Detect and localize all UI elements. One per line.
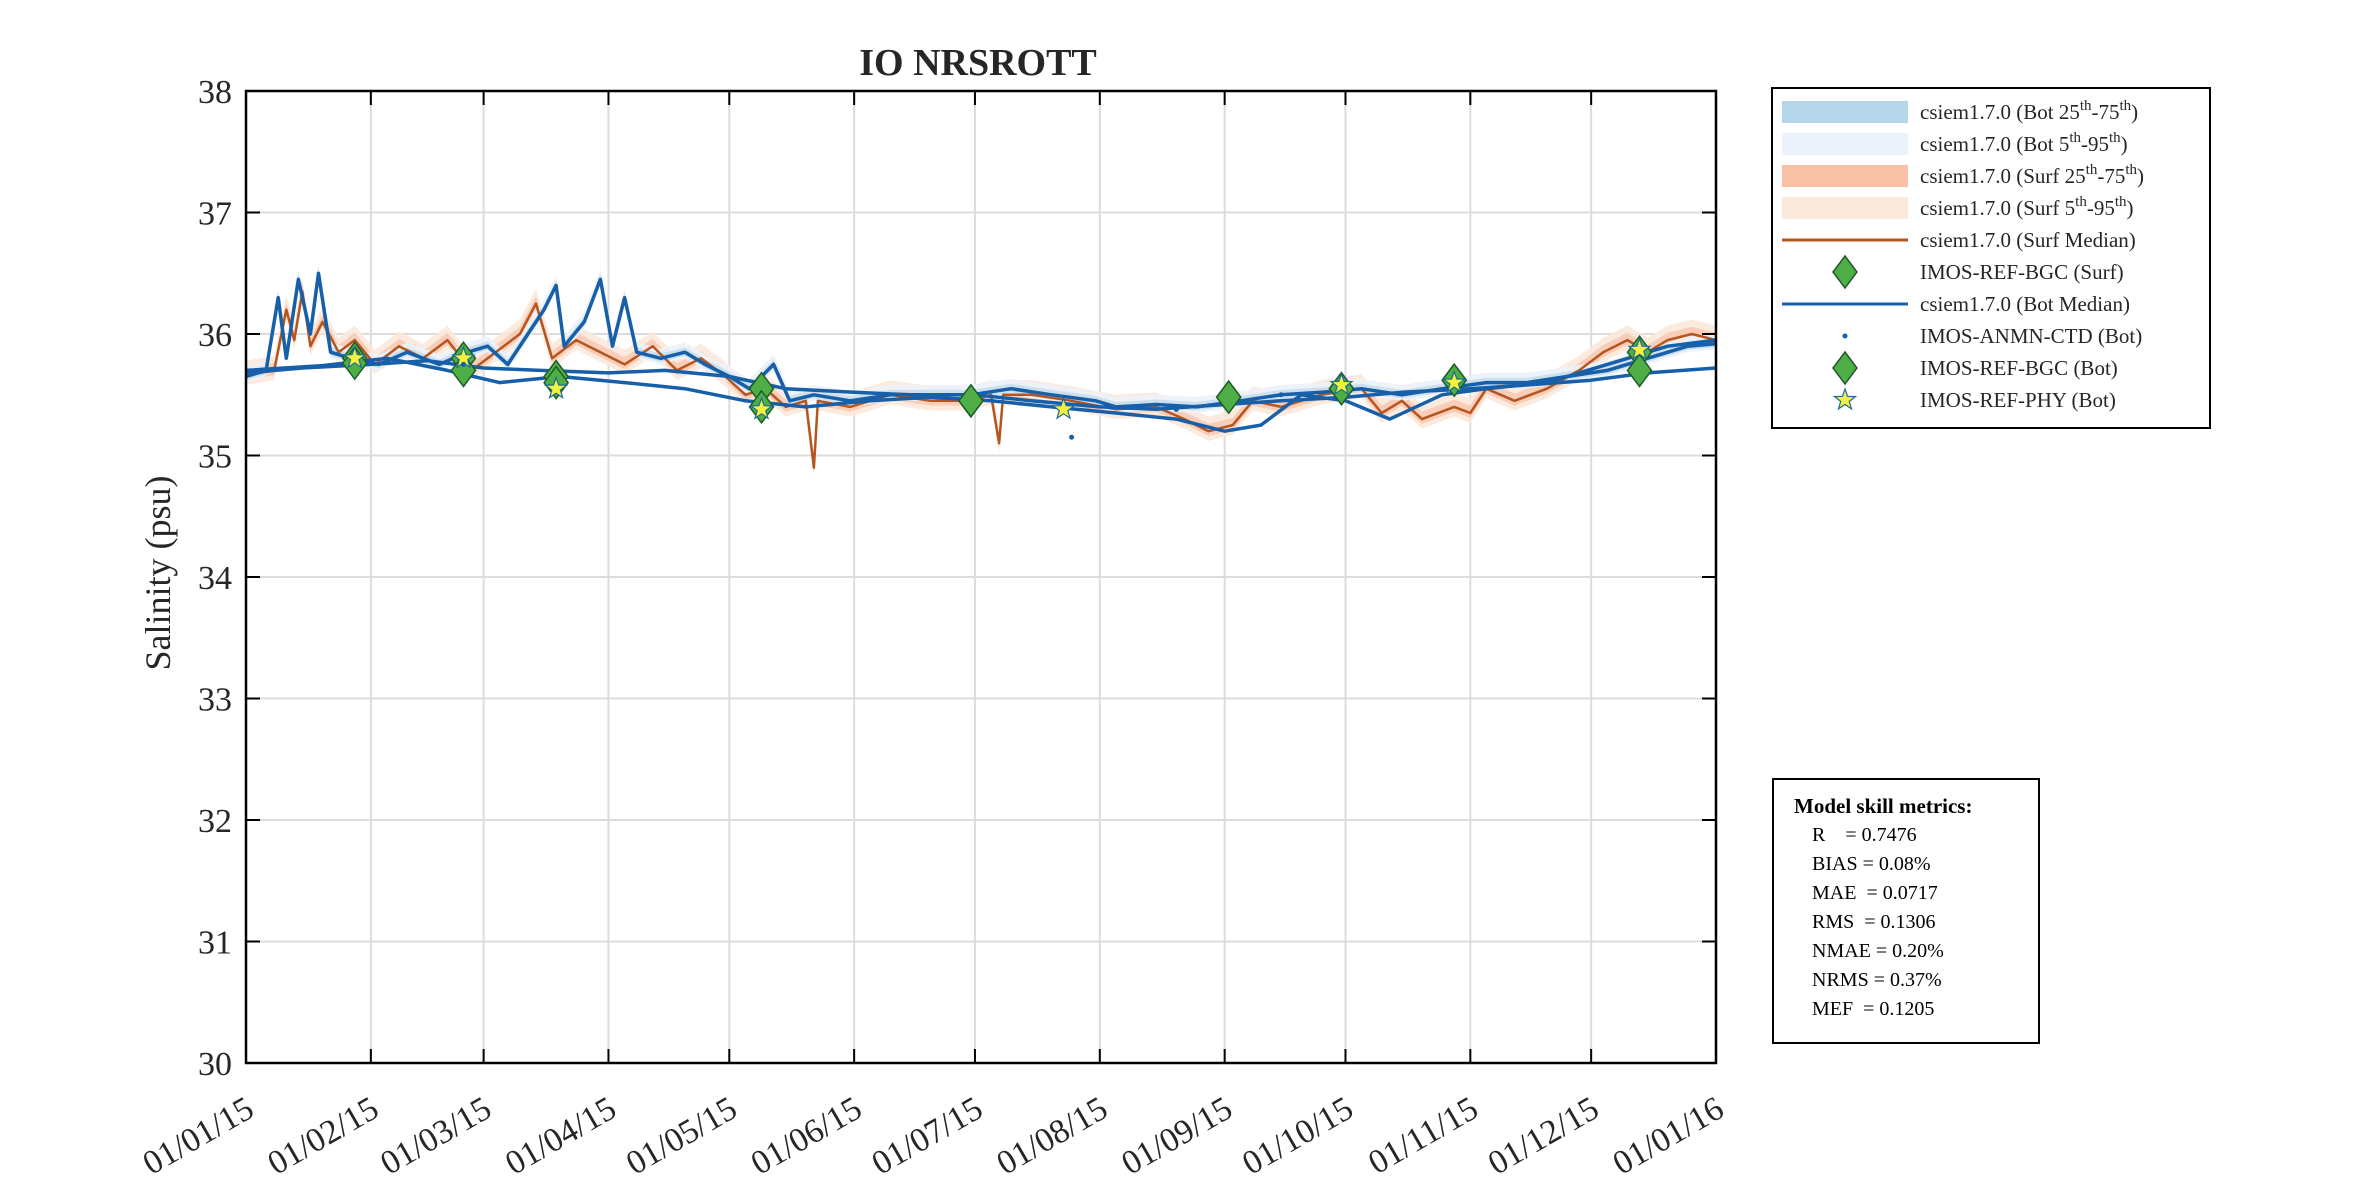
metric-bias: BIAS = 0.08% bbox=[1812, 853, 1931, 875]
phy-star-marker bbox=[1329, 372, 1354, 396]
y-axis-label: Salinity (psu) bbox=[138, 476, 178, 671]
legend-swatch bbox=[1782, 101, 1908, 123]
legend-label: csiem1.7.0 (Surf Median) bbox=[1920, 228, 2136, 252]
x-tick-label: 01/10/15 bbox=[1236, 1090, 1359, 1181]
phy-star-marker bbox=[749, 396, 774, 420]
ctd-dot-marker bbox=[1278, 392, 1284, 398]
skill-metrics-box: Model skill metrics: R = 0.7476 BIAS = 0… bbox=[1772, 778, 2040, 1044]
y-tick-label: 34 bbox=[198, 560, 232, 597]
x-tick-label: 01/01/16 bbox=[1607, 1090, 1730, 1181]
metric-rms: RMS = 0.1306 bbox=[1812, 911, 1936, 933]
bgc-diamond-marker bbox=[1626, 353, 1653, 388]
chart-title: IO NRSROTT bbox=[859, 42, 1097, 84]
y-tick-label: 37 bbox=[198, 196, 232, 233]
ctd-dot-marker bbox=[1069, 434, 1075, 440]
phy-star-marker bbox=[543, 375, 569, 400]
metric-mae: MAE = 0.0717 bbox=[1812, 882, 1938, 904]
axes bbox=[244, 89, 1718, 1065]
x-tick-label: 01/02/15 bbox=[262, 1090, 385, 1181]
metrics-title: Model skill metrics: bbox=[1794, 794, 1973, 818]
y-tick-label: 30 bbox=[198, 1046, 232, 1083]
legend-label: IMOS-REF-BGC (Surf) bbox=[1920, 260, 2124, 284]
legend-swatch bbox=[1832, 254, 1858, 290]
legend-label: IMOS-ANMN-CTD (Bot) bbox=[1920, 324, 2142, 348]
y-tick-label: 32 bbox=[198, 803, 232, 840]
metric-mef: MEF = 0.1205 bbox=[1812, 998, 1935, 1020]
legend-swatch bbox=[1832, 387, 1858, 411]
legend: csiem1.7.0 (Bot 25th-75th) csiem1.7.0 (Bo… bbox=[1771, 87, 2211, 429]
x-tick-label: 01/08/15 bbox=[991, 1090, 1114, 1181]
legend-swatch bbox=[1782, 197, 1908, 219]
metric-nmae: NMAE = 0.20% bbox=[1812, 940, 1944, 962]
bgc-diamond-marker bbox=[450, 353, 477, 388]
legend-label: csiem1.7.0 (Surf 25th-75th) bbox=[1920, 162, 2144, 188]
metric-nrms: NRMS = 0.37% bbox=[1812, 969, 1942, 991]
legend-label: IMOS-REF-PHY (Bot) bbox=[1920, 388, 2116, 412]
x-tick-label: 01/06/15 bbox=[745, 1090, 868, 1181]
bgc-diamond-marker bbox=[1215, 379, 1242, 415]
phy-star-marker bbox=[1051, 396, 1076, 420]
y-tick-label: 33 bbox=[198, 682, 232, 719]
y-tick-label: 31 bbox=[198, 925, 232, 962]
x-tick-label: 01/11/15 bbox=[1362, 1090, 1484, 1181]
x-tick-label: 01/05/15 bbox=[620, 1090, 743, 1181]
phy-star-marker bbox=[342, 345, 367, 369]
x-tick-label: 01/03/15 bbox=[374, 1090, 497, 1181]
y-tick-label: 35 bbox=[198, 439, 232, 476]
y-tick-labels: 30 31 32 33 34 35 36 37 38 bbox=[198, 74, 232, 1083]
y-tick-label: 36 bbox=[198, 317, 232, 354]
legend-label: IMOS-REF-BGC (Bot) bbox=[1920, 356, 2118, 380]
ctd-dot-marker bbox=[460, 361, 466, 367]
bot-median-line bbox=[245, 338, 1717, 433]
legend-swatch bbox=[1782, 165, 1908, 187]
bgc-diamond-marker bbox=[957, 383, 984, 419]
phy-star-marker bbox=[1627, 337, 1652, 361]
legend-swatch bbox=[1842, 333, 1848, 339]
legend-label: csiem1.7.0 (Surf 5th-95th) bbox=[1920, 194, 2134, 220]
x-tick-label: 01/04/15 bbox=[499, 1090, 622, 1181]
legend-label: csiem1.7.0 (Bot 5th-95th) bbox=[1920, 130, 2128, 156]
x-tick-label: 01/01/15 bbox=[137, 1090, 260, 1181]
legend-swatch bbox=[1782, 133, 1908, 155]
legend-label: csiem1.7.0 (Bot Median) bbox=[1920, 292, 2130, 316]
x-tick-label: 01/12/15 bbox=[1482, 1090, 1605, 1181]
y-tick-label: 38 bbox=[198, 74, 232, 111]
ctd-dot-marker bbox=[1173, 406, 1179, 412]
observation-markers bbox=[341, 334, 1653, 440]
phy-star-marker bbox=[1442, 369, 1467, 393]
x-tick-label: 01/07/15 bbox=[866, 1090, 989, 1181]
x-tick-label: 01/09/15 bbox=[1115, 1090, 1238, 1181]
legend-swatch bbox=[1832, 350, 1858, 386]
legend-label: csiem1.7.0 (Bot 25th-75th) bbox=[1920, 98, 2138, 124]
metric-r: R = 0.7476 bbox=[1812, 824, 1917, 846]
